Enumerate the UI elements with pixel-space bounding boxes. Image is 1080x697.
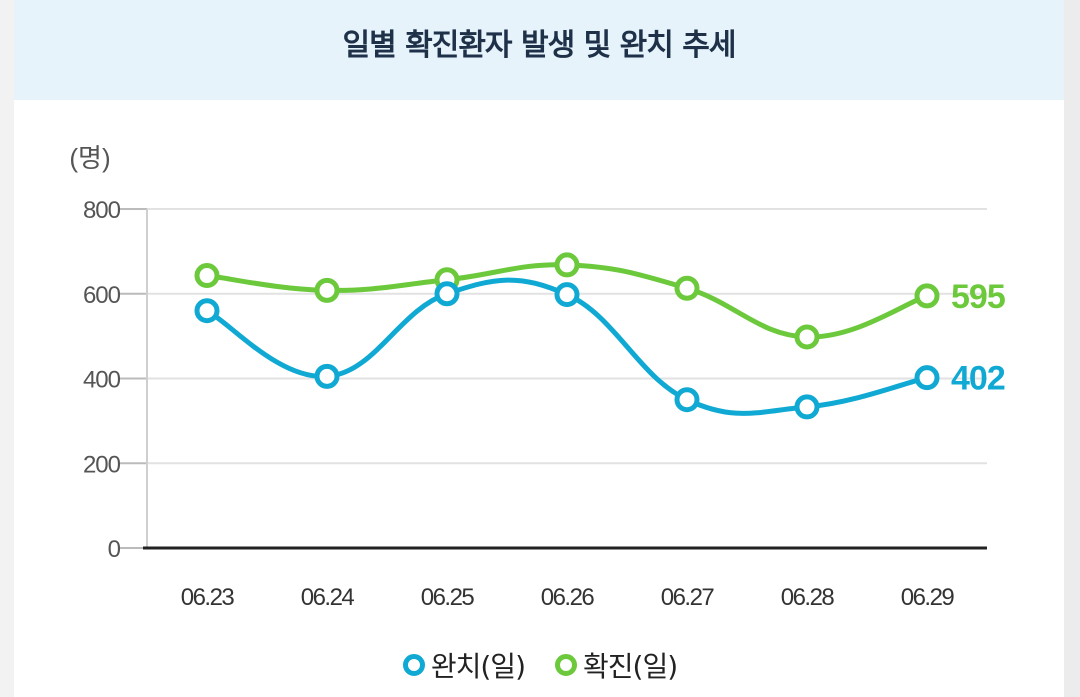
legend-marker-confirmed bbox=[555, 654, 577, 676]
data-point-confirmed-06.24 bbox=[314, 277, 340, 303]
chart-title: 일별 확진환자 발생 및 완치 추세 bbox=[342, 28, 736, 63]
y-tick-label-200: 200 bbox=[83, 451, 121, 478]
title-bar: 일별 확진환자 발생 및 완치 추세 bbox=[14, 0, 1064, 100]
x-axis-ticks: 06.23 06.24 06.25 06.26 06.27 06.28 06.29 bbox=[181, 584, 956, 611]
x-tick-label-06.26: 06.26 bbox=[541, 584, 595, 611]
data-point-confirmed-06.29 bbox=[914, 283, 940, 309]
data-point-recovered-06.28 bbox=[794, 394, 820, 420]
data-point-recovered-06.24 bbox=[314, 363, 340, 389]
x-tick-label-06.25: 06.25 bbox=[421, 584, 475, 611]
data-point-confirmed-06.27 bbox=[674, 275, 700, 301]
y-axis-ticks: 0 200 400 600 800 bbox=[83, 197, 147, 563]
y-tick-label-400: 400 bbox=[83, 367, 121, 394]
x-tick-label-06.27: 06.27 bbox=[661, 584, 715, 611]
x-tick-label-06.29: 06.29 bbox=[901, 584, 955, 611]
y-axis-unit-label: (명) bbox=[69, 143, 110, 173]
legend-item-confirmed: 확진(일) bbox=[555, 645, 678, 685]
legend-label-confirmed: 확진(일) bbox=[583, 650, 678, 683]
data-point-recovered-06.27 bbox=[674, 387, 700, 413]
page-edge-strip bbox=[1064, 0, 1080, 697]
legend-label-recovered: 완치(일) bbox=[430, 650, 526, 683]
end-labels: 595 402 bbox=[951, 278, 1006, 398]
data-point-recovered-06.25 bbox=[434, 281, 460, 307]
data-point-confirmed-06.28 bbox=[794, 324, 820, 350]
data-point-confirmed-06.26 bbox=[554, 252, 580, 278]
data-point-recovered-06.26 bbox=[554, 282, 580, 308]
y-tick-label-800: 800 bbox=[83, 197, 121, 224]
data-point-recovered-06.29 bbox=[914, 365, 940, 391]
axes bbox=[143, 209, 987, 550]
end-label-recovered: 402 bbox=[951, 360, 1005, 398]
end-label-confirmed: 595 bbox=[951, 278, 1005, 316]
x-tick-label-06.24: 06.24 bbox=[301, 584, 355, 611]
x-tick-label-06.23: 06.23 bbox=[181, 584, 235, 611]
legend-item-recovered: 완치(일) bbox=[402, 645, 526, 685]
y-tick-label-0: 0 bbox=[108, 536, 121, 563]
legend: 완치(일) 확진(일) bbox=[0, 640, 1080, 690]
legend-marker-recovered bbox=[402, 654, 425, 676]
y-tick-label-600: 600 bbox=[83, 282, 121, 309]
data-point-confirmed-06.23 bbox=[194, 263, 220, 289]
grid-lines bbox=[147, 208, 987, 465]
series-recovered bbox=[194, 277, 940, 420]
series-group bbox=[194, 252, 940, 420]
chart-card: 일별 확진환자 발생 및 완치 추세 bbox=[14, 0, 1064, 697]
x-tick-label-06.28: 06.28 bbox=[781, 584, 835, 611]
data-point-recovered-06.23 bbox=[194, 298, 220, 324]
